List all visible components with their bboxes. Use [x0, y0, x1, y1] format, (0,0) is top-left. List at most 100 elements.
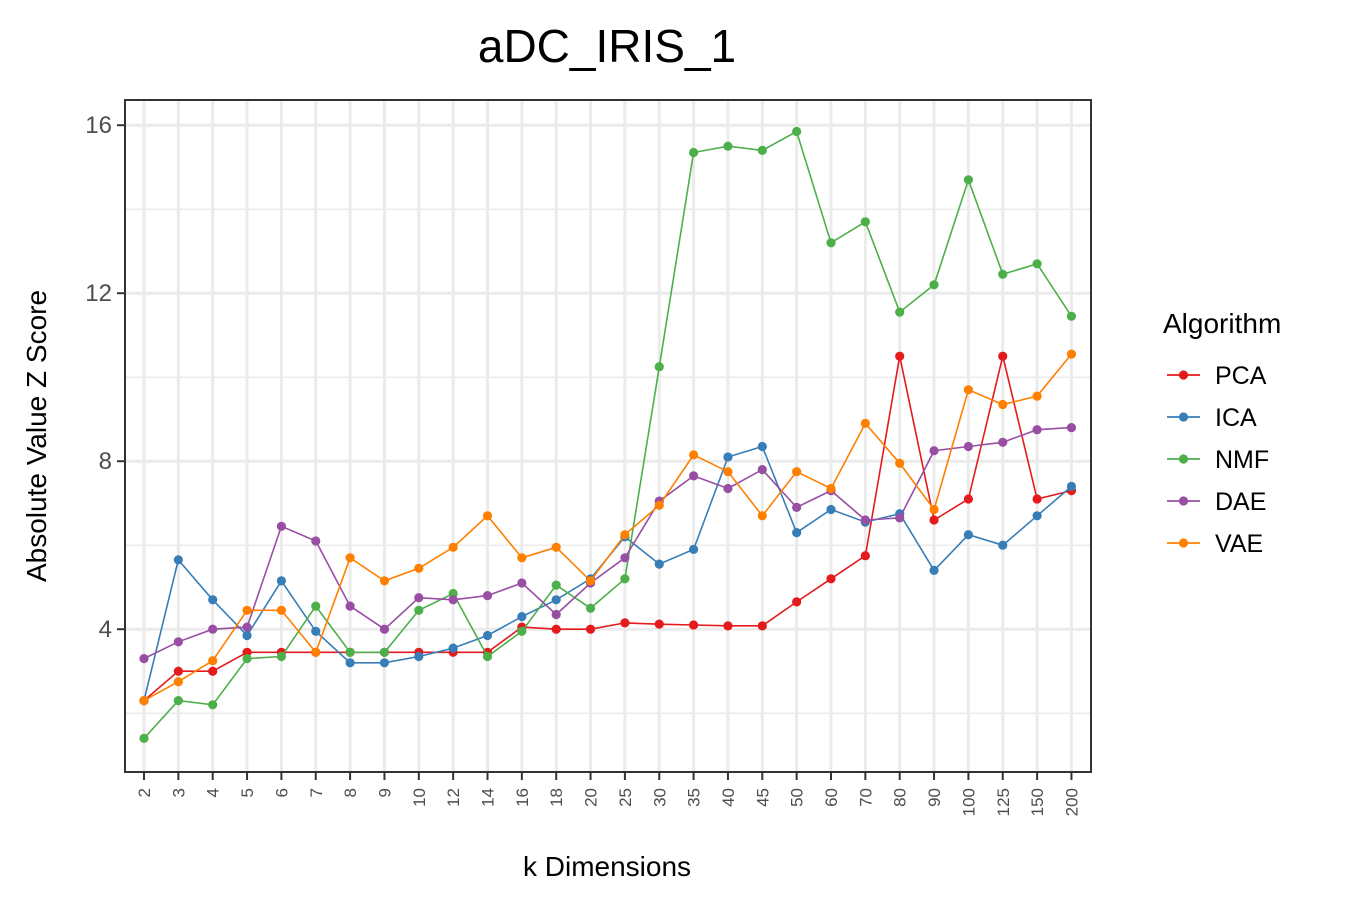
x-tick-label: 5: [238, 788, 257, 797]
data-point-dae: [723, 483, 733, 494]
legend: Algorithm PCA ICA NMF DAE VAE: [1163, 308, 1281, 558]
legend-key-point: [1178, 454, 1189, 464]
data-point-vae: [517, 553, 527, 563]
data-point-nmf: [654, 362, 664, 372]
data-point-vae: [208, 656, 218, 666]
data-point-pca: [998, 351, 1008, 361]
x-tick-label: 150: [1028, 788, 1047, 816]
data-point-dae: [242, 622, 252, 632]
y-axis-title: Absolute Value Z Score: [21, 290, 52, 582]
data-point-vae: [929, 504, 939, 515]
legend-title: Algorithm: [1163, 308, 1281, 339]
data-point-pca: [826, 574, 836, 584]
data-point-nmf: [998, 269, 1008, 279]
data-point-vae: [963, 385, 974, 395]
data-point-dae: [895, 513, 905, 523]
legend-item-nmf: NMF: [1167, 446, 1269, 474]
data-point-pca: [1032, 494, 1042, 504]
data-point-dae: [929, 446, 939, 456]
data-point-nmf: [826, 238, 836, 248]
grid: [125, 100, 1091, 772]
series-lines: [139, 126, 1077, 744]
x-tick-label: 200: [1062, 788, 1081, 816]
legend-label: PCA: [1215, 362, 1267, 390]
data-point-ica: [242, 630, 252, 641]
y-tick-label: 4: [99, 616, 112, 643]
x-tick-label: 6: [272, 788, 291, 797]
data-point-ica: [929, 565, 939, 576]
data-point-pca: [895, 351, 905, 361]
data-point-ica: [448, 643, 458, 653]
data-point-vae: [1066, 349, 1077, 359]
x-tick-label: 2: [135, 788, 154, 797]
data-point-pca: [242, 647, 252, 657]
data-point-dae: [208, 624, 218, 634]
x-tick-label: 4: [204, 788, 223, 797]
data-point-nmf: [482, 651, 493, 662]
data-point-vae: [792, 467, 802, 477]
data-point-ica: [654, 559, 664, 569]
data-point-nmf: [895, 307, 905, 317]
legend-key-point: [1178, 538, 1189, 548]
data-point-nmf: [208, 700, 218, 710]
legend-item-dae: DAE: [1167, 488, 1266, 516]
x-axis-title: k Dimensions: [523, 851, 691, 882]
data-point-vae: [173, 677, 183, 687]
data-point-vae: [139, 696, 149, 706]
data-point-pca: [551, 624, 561, 634]
data-point-dae: [414, 593, 424, 603]
x-tick-label: 125: [994, 788, 1013, 816]
data-point-dae: [792, 502, 802, 512]
x-tick-label: 60: [822, 788, 841, 807]
x-tick-label: 10: [410, 788, 429, 807]
data-point-pca: [620, 618, 630, 628]
data-point-ica: [173, 555, 183, 565]
x-tick-label: 30: [650, 788, 669, 807]
legend-label: VAE: [1215, 530, 1263, 558]
data-point-dae: [860, 515, 870, 525]
x-tick-label: 9: [375, 788, 394, 797]
data-point-ica: [826, 504, 836, 515]
data-point-nmf: [757, 145, 767, 155]
data-point-dae: [139, 654, 149, 664]
data-point-dae: [345, 601, 355, 611]
data-point-pca: [860, 551, 870, 561]
data-point-nmf: [963, 175, 974, 185]
legend-label: ICA: [1215, 404, 1257, 432]
data-point-nmf: [379, 647, 390, 657]
data-point-pca: [208, 666, 218, 676]
data-point-nmf: [414, 605, 424, 615]
data-point-ica: [963, 530, 974, 540]
x-tick-label: 7: [307, 788, 326, 797]
x-tick-label: 35: [685, 788, 704, 807]
data-point-ica: [551, 595, 561, 605]
data-point-pca: [585, 624, 596, 634]
x-tick-label: 3: [169, 788, 188, 797]
data-point-nmf: [139, 733, 149, 744]
data-point-vae: [448, 542, 458, 552]
plot-panel-border: [124, 99, 1092, 773]
data-point-vae: [482, 511, 493, 521]
legend-item-vae: VAE: [1167, 530, 1263, 558]
data-point-nmf: [517, 626, 527, 636]
data-point-nmf: [345, 647, 355, 657]
x-tick-label: 14: [479, 788, 498, 807]
series-dae: [139, 423, 1077, 664]
data-point-nmf: [860, 217, 870, 227]
data-point-vae: [689, 450, 699, 460]
data-point-dae: [379, 624, 390, 634]
data-point-dae: [998, 437, 1008, 447]
data-point-vae: [345, 553, 355, 563]
data-point-nmf: [173, 696, 183, 706]
legend-label: NMF: [1215, 446, 1269, 474]
x-tick-label: 20: [582, 788, 601, 807]
data-point-pca: [757, 621, 767, 631]
data-point-vae: [551, 542, 561, 552]
data-point-ica: [757, 441, 767, 452]
data-point-dae: [757, 465, 767, 475]
data-point-ica: [723, 452, 733, 462]
data-point-ica: [276, 576, 286, 586]
x-tick-label: 50: [788, 788, 807, 807]
